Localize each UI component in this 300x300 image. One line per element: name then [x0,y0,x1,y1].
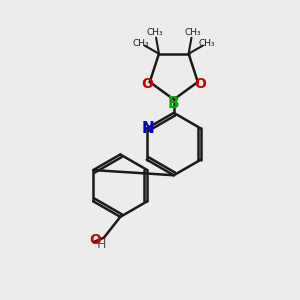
Text: B: B [168,96,180,111]
Text: CH₃: CH₃ [147,28,164,37]
Text: N: N [142,121,155,136]
Text: CH₃: CH₃ [184,28,201,37]
Text: H: H [97,238,106,251]
Text: O: O [194,76,206,91]
Text: O: O [142,76,154,91]
Text: CH₃: CH₃ [199,39,215,48]
Text: CH₃: CH₃ [132,39,149,48]
Text: O: O [89,233,101,247]
